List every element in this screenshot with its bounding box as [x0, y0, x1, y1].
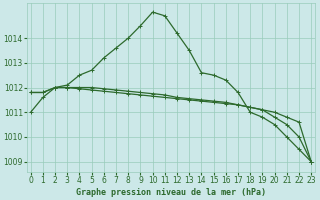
X-axis label: Graphe pression niveau de la mer (hPa): Graphe pression niveau de la mer (hPa): [76, 188, 266, 197]
